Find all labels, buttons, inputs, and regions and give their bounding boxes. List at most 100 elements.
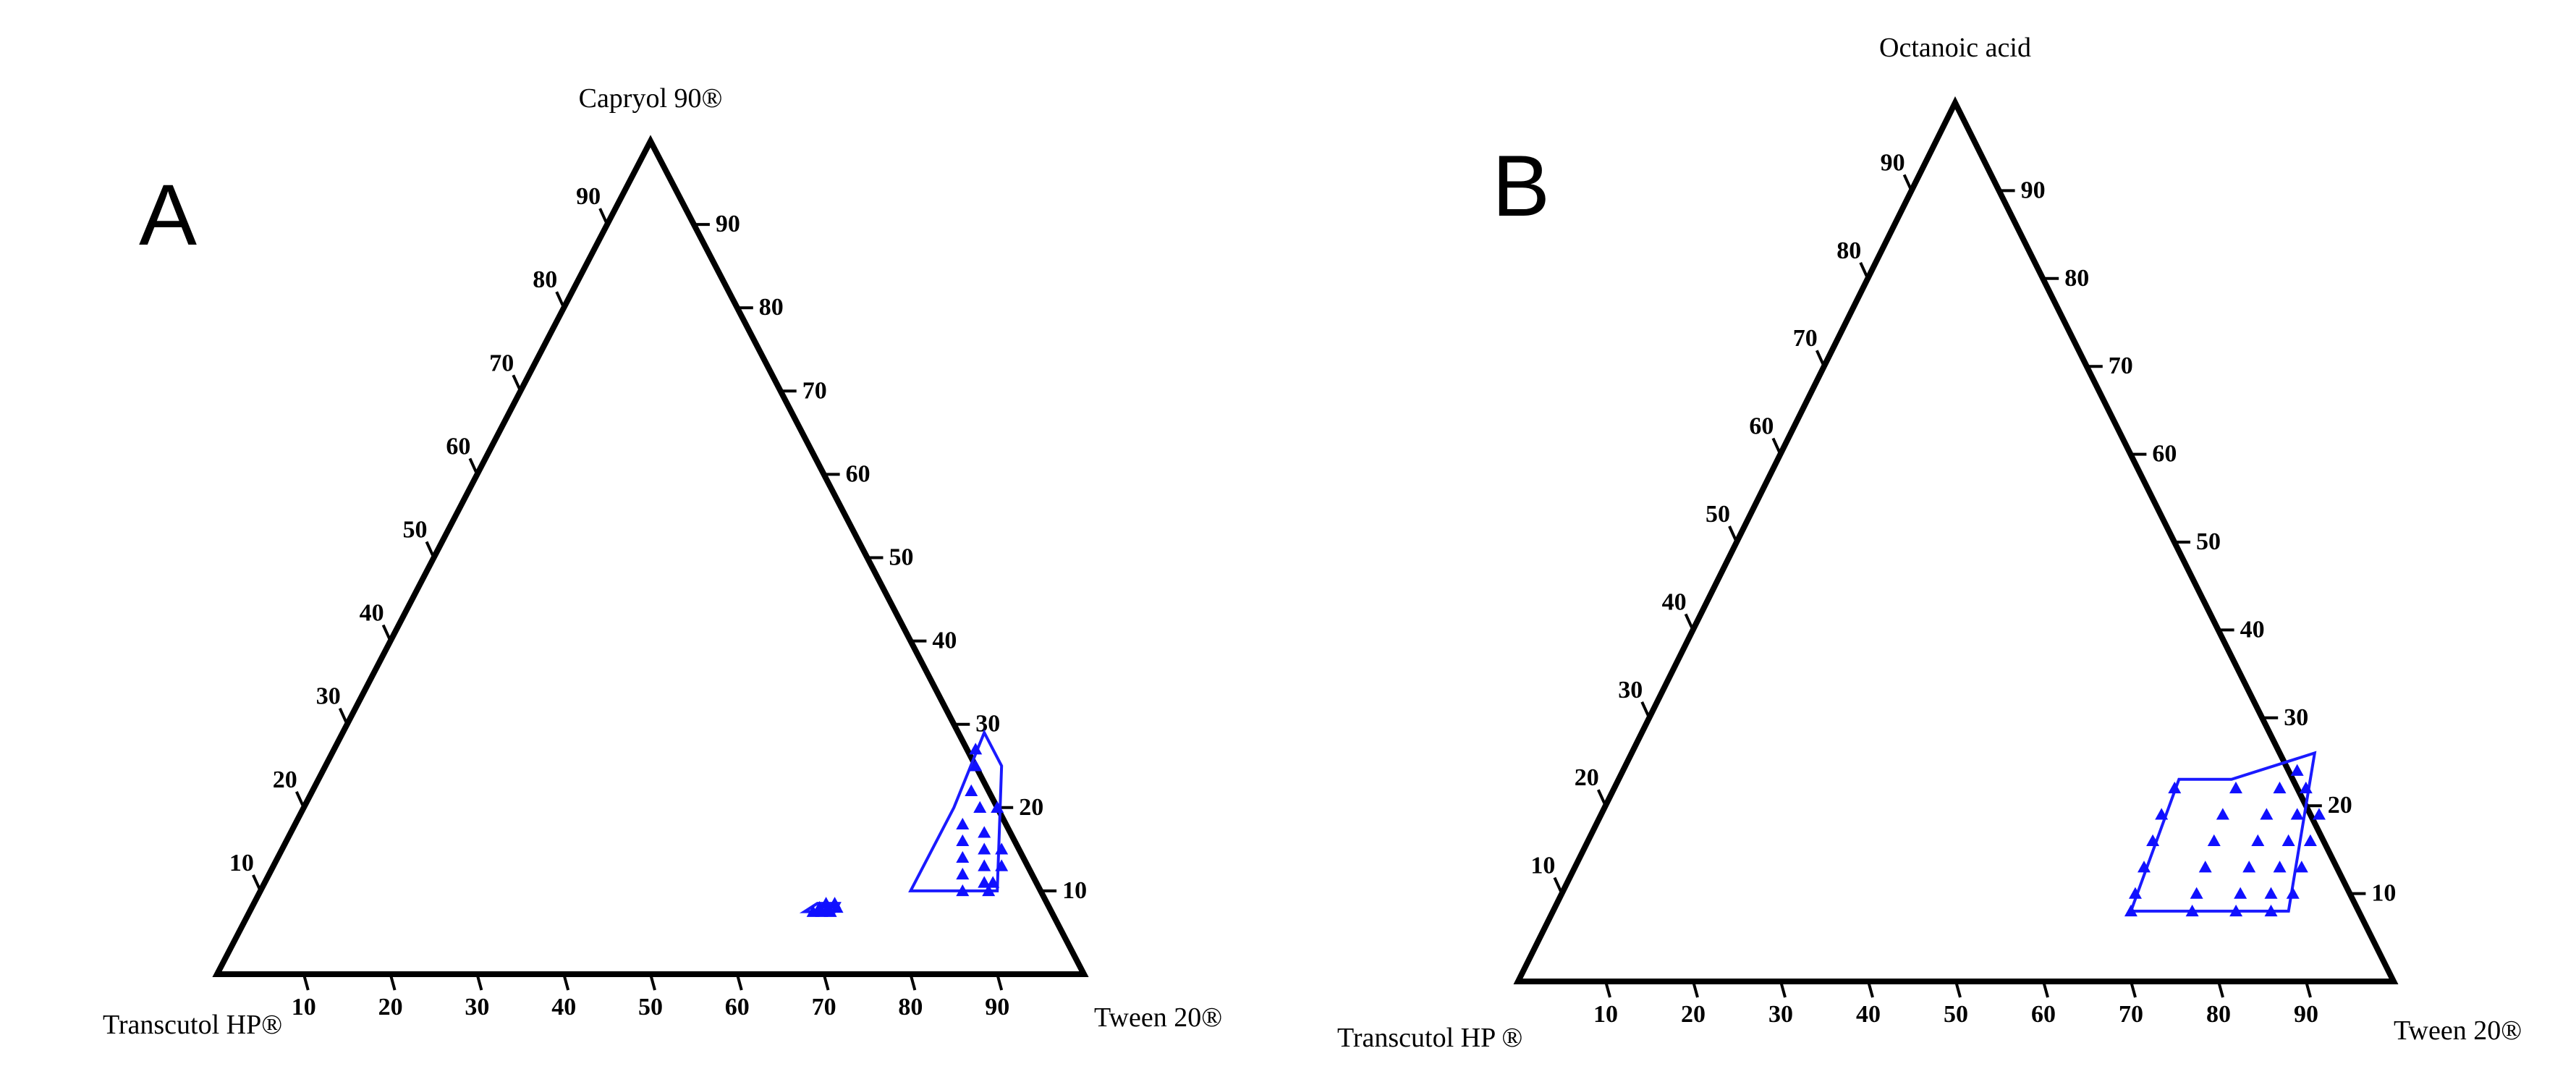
data-point-triangle — [2128, 887, 2142, 899]
top-vertex-label: Octanoic acid — [1879, 33, 2031, 63]
bottom-axis-tick-label: 50 — [638, 994, 663, 1021]
left-axis-tick-label: 30 — [1618, 677, 1643, 704]
right-axis-tick-label: 30 — [975, 711, 1000, 738]
data-point-triangle — [2273, 861, 2287, 873]
bottom-axis-tick — [1692, 981, 1699, 998]
data-point-triangle — [969, 743, 983, 755]
data-point-triangle — [2190, 887, 2203, 899]
left-axis-tick-label: 40 — [360, 600, 384, 627]
data-point-triangle — [978, 842, 991, 855]
data-point-triangle — [956, 834, 970, 847]
data-point-triangle — [2234, 887, 2247, 899]
left-axis-tick — [555, 291, 566, 309]
left-axis-tick — [252, 874, 262, 892]
panel-letter: B — [1492, 138, 1550, 235]
data-point-triangle — [965, 784, 978, 796]
bottom-axis-tick-label: 90 — [2294, 1001, 2318, 1028]
data-point-triangle — [956, 817, 970, 830]
left-vertex-label: Transcutol HP® — [103, 1010, 282, 1040]
right-axis-tick-label: 10 — [1062, 877, 1087, 904]
bottom-axis-tick — [562, 973, 570, 991]
left-axis-tick-label: 70 — [1793, 325, 1818, 352]
right-axis-tick-label: 10 — [2371, 880, 2396, 907]
right-axis-tick-label: 20 — [1019, 794, 1043, 821]
bottom-axis-tick — [1954, 981, 1962, 998]
left-axis-tick — [1728, 525, 1738, 543]
triangle-frame — [1513, 96, 2399, 984]
right-axis-tick-label: 20 — [2328, 792, 2352, 819]
right-axis-tick-label: 90 — [716, 211, 740, 237]
right-axis-tick-label: 40 — [2240, 616, 2265, 643]
data-point-triangle — [978, 876, 991, 888]
data-point-triangle — [986, 876, 1000, 888]
left-axis-tick — [1684, 613, 1695, 631]
bottom-axis-tick-label: 30 — [1768, 1001, 1793, 1028]
bottom-axis-tick — [909, 973, 917, 991]
bottom-axis-tick — [1779, 981, 1787, 998]
left-axis-tick — [425, 541, 436, 559]
bottom-axis-tick — [996, 973, 1004, 991]
bottom-axis-tick — [2042, 981, 2049, 998]
bottom-axis-tick — [475, 973, 483, 991]
right-axis-tick-label: 50 — [2196, 528, 2221, 555]
data-point-triangle — [956, 850, 970, 863]
data-point-triangle — [973, 800, 987, 813]
right-axis-tick-label: 40 — [932, 628, 957, 654]
right-axis-tick-label: 70 — [802, 377, 827, 404]
right-axis-tick-label: 50 — [889, 544, 914, 571]
microemulsion-region — [2129, 751, 2317, 913]
data-point-triangle — [2264, 887, 2278, 899]
bottom-axis-tick — [1867, 981, 1874, 998]
left-axis-tick — [295, 790, 305, 808]
data-point-triangle — [830, 900, 844, 913]
bottom-axis-tick — [389, 973, 397, 991]
data-point-triangle — [2286, 887, 2300, 899]
bottom-axis-tick-label: 20 — [1681, 1001, 1706, 1028]
data-point-triangle — [2185, 904, 2199, 917]
data-point-triangle — [806, 905, 820, 917]
data-point-triangle — [815, 905, 829, 917]
bottom-axis-tick-label: 40 — [1856, 1001, 1881, 1028]
data-point-triangle — [2273, 781, 2287, 794]
left-axis-tick — [512, 374, 522, 392]
data-point-triangle — [2146, 834, 2160, 846]
data-point-triangle — [2155, 808, 2169, 820]
left-axis-tick-label: 60 — [446, 433, 470, 460]
left-axis-tick-label: 80 — [533, 266, 557, 293]
right-axis-tick-label: 80 — [2064, 265, 2089, 292]
ternary-panel-a: 10 10 10 20 20 20 30 30 30 40 40 40 50 50 50 60 60 60 70 70… — [103, 83, 1222, 1040]
bottom-axis-tick-label: 70 — [2119, 1001, 2143, 1028]
data-point-triangle — [2251, 834, 2265, 846]
right-axis-tick-label: 30 — [2284, 704, 2308, 731]
bottom-axis-tick — [2217, 981, 2224, 998]
bottom-axis-tick-label: 90 — [985, 994, 1009, 1021]
bottom-axis-tick-label: 60 — [725, 994, 750, 1021]
data-point-triangle — [2138, 861, 2151, 873]
data-point-triangle — [2290, 764, 2304, 776]
right-vertex-label: Tween 20® — [2394, 1015, 2522, 1046]
data-point-triangle — [2295, 861, 2308, 873]
data-point-triangle — [823, 905, 837, 917]
left-axis-tick — [1902, 174, 1913, 192]
left-axis-tick — [1771, 437, 1782, 455]
left-axis-tick-label: 10 — [1530, 853, 1555, 879]
right-vertex-label: Tween 20® — [1094, 1002, 1222, 1033]
left-axis-tick — [1553, 876, 1564, 895]
data-point-triangle — [978, 859, 991, 871]
data-point-triangle — [2168, 781, 2182, 794]
top-vertex-label: Capryol 90® — [579, 83, 723, 114]
data-point-triangle — [2124, 904, 2138, 917]
left-axis-tick-label: 50 — [403, 517, 428, 544]
left-axis-tick — [1815, 350, 1826, 368]
left-axis-tick — [381, 624, 392, 642]
bottom-axis-tick — [735, 973, 743, 991]
panel-letter: A — [139, 166, 197, 263]
data-point-triangle — [2264, 904, 2278, 917]
bottom-axis-tick — [2305, 981, 2312, 998]
left-axis-tick-label: 50 — [1706, 501, 1730, 528]
data-point-triangle — [969, 759, 983, 772]
ternary-panel-b: 10 10 10 20 20 20 30 30 30 40 40 40 50 50 50 60 60 60 70 70… — [1337, 33, 2522, 1053]
bottom-axis-tick-label: 40 — [551, 994, 576, 1021]
left-axis-tick — [1640, 701, 1651, 719]
left-axis-tick-label: 10 — [229, 850, 254, 876]
